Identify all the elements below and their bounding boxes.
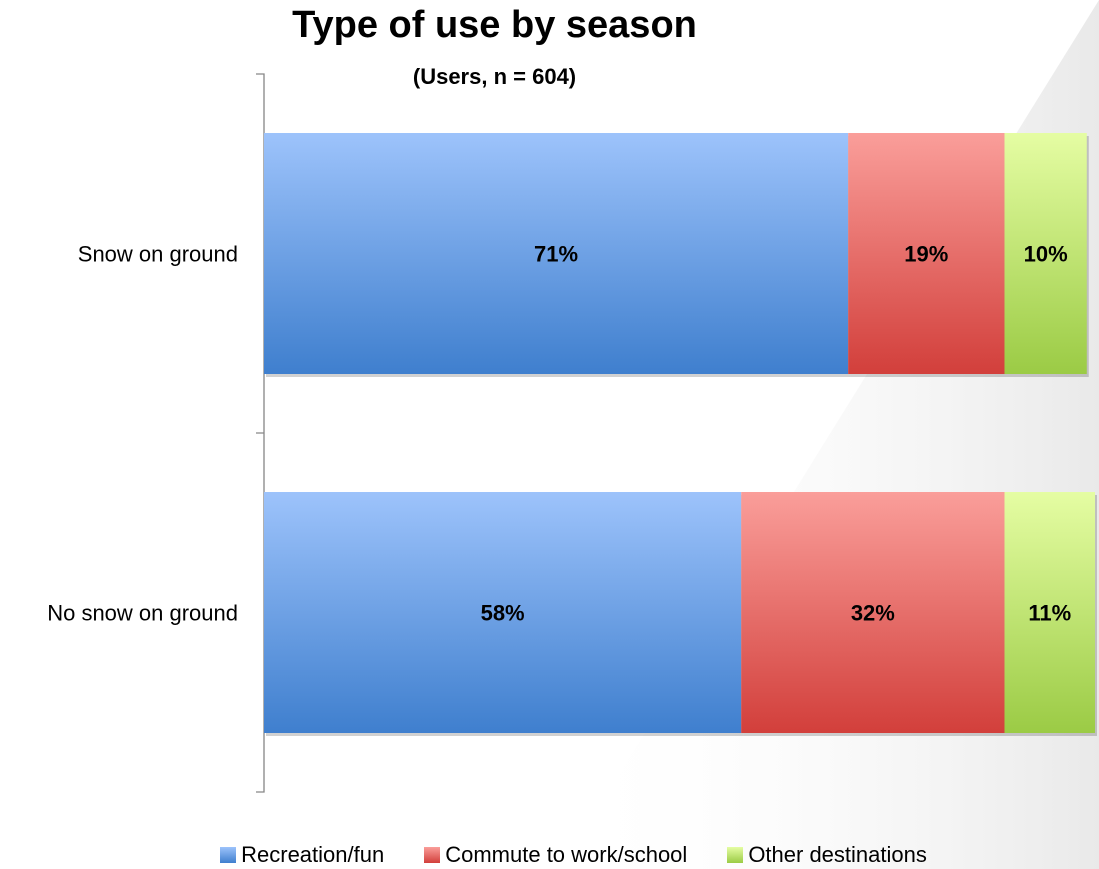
legend-swatch xyxy=(424,847,441,863)
category-axis-line xyxy=(256,73,265,793)
bar-segment xyxy=(848,133,1005,374)
chart-title: Type of use by season xyxy=(292,4,697,46)
legend-swatch xyxy=(220,847,237,863)
legend-swatch xyxy=(727,847,744,863)
legend-label: Recreation/fun xyxy=(241,842,385,867)
data-label: 19% xyxy=(904,242,948,267)
category-label: No snow on ground xyxy=(47,601,238,626)
legend-item: Commute to work/school xyxy=(424,842,687,868)
bar-segment xyxy=(264,492,742,733)
legend-label: Commute to work/school xyxy=(445,842,688,867)
data-label: 11% xyxy=(1028,601,1071,626)
legend-item: Other destinations xyxy=(727,842,927,868)
chart-subtitle: (Users, n = 604) xyxy=(412,64,577,89)
bar-segment xyxy=(1004,492,1095,733)
legend: Recreation/fun Commute to work/school Othe… xyxy=(24,842,1099,868)
data-label: 32% xyxy=(851,601,895,626)
bar-segment xyxy=(264,133,849,374)
category-label: Snow on ground xyxy=(78,242,238,267)
legend-label: Other destinations xyxy=(748,842,927,867)
data-label: 71% xyxy=(534,242,578,267)
bar-segment xyxy=(1004,133,1087,374)
data-label: 10% xyxy=(1024,242,1068,267)
legend-item: Recreation/fun xyxy=(220,842,384,868)
data-label: 58% xyxy=(481,601,525,626)
bar-segment xyxy=(741,492,1005,733)
